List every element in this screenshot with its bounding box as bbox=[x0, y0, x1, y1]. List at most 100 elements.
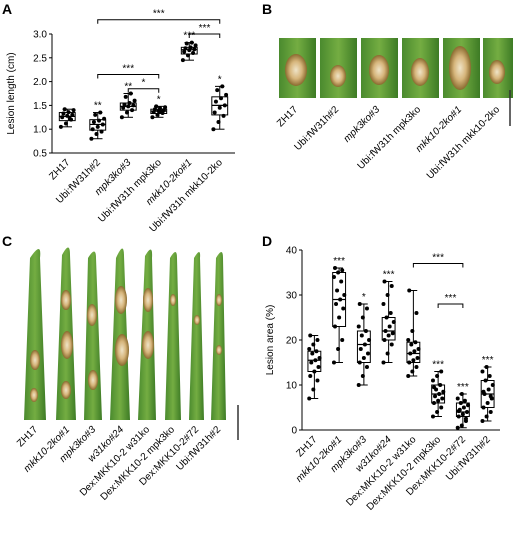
y-tick-label: 3.0 bbox=[33, 30, 47, 41]
data-point bbox=[189, 40, 194, 45]
data-point bbox=[362, 342, 367, 347]
data-point bbox=[192, 47, 197, 52]
data-point bbox=[441, 389, 446, 394]
data-point bbox=[364, 365, 369, 369]
data-point bbox=[459, 423, 464, 428]
data-point bbox=[335, 288, 340, 293]
data-point bbox=[358, 347, 363, 351]
data-point bbox=[65, 113, 70, 118]
data-point bbox=[464, 410, 469, 414]
data-point bbox=[485, 401, 490, 405]
data-point bbox=[359, 333, 364, 338]
data-point bbox=[336, 270, 341, 275]
data-point bbox=[128, 91, 133, 96]
y-tick-label: 30 bbox=[286, 291, 298, 302]
leaf-c-7 bbox=[189, 252, 204, 420]
data-point bbox=[487, 374, 492, 378]
data-point bbox=[124, 110, 129, 115]
data-point bbox=[456, 409, 461, 414]
data-point bbox=[224, 92, 229, 97]
data-point bbox=[436, 398, 441, 403]
data-point bbox=[481, 405, 486, 410]
leaf-b-4 bbox=[402, 38, 439, 98]
data-point bbox=[433, 394, 438, 399]
data-point bbox=[455, 396, 460, 401]
data-point bbox=[316, 365, 321, 369]
data-point bbox=[439, 405, 444, 410]
data-point bbox=[412, 349, 417, 354]
data-point bbox=[389, 284, 394, 288]
bracket-label: * bbox=[142, 78, 146, 89]
data-point bbox=[415, 356, 420, 360]
data-point bbox=[484, 365, 489, 369]
data-point bbox=[409, 342, 414, 347]
bracket-line bbox=[97, 73, 160, 79]
panel-label-a: A bbox=[2, 1, 12, 17]
data-point bbox=[182, 49, 187, 54]
data-point bbox=[367, 338, 372, 342]
data-point bbox=[432, 401, 437, 405]
data-point bbox=[486, 387, 491, 392]
data-point bbox=[90, 127, 95, 132]
data-point bbox=[154, 104, 159, 109]
data-point bbox=[389, 342, 394, 347]
y-tick-label: 20 bbox=[286, 336, 298, 347]
leaf-b-3 bbox=[361, 38, 398, 98]
y-tick-label: 2.0 bbox=[33, 77, 47, 88]
data-point bbox=[340, 338, 345, 342]
leaf-b-1 bbox=[279, 38, 316, 98]
sample-label: mpk3ko#3 bbox=[342, 104, 383, 145]
bracket-line bbox=[97, 19, 221, 24]
data-point bbox=[386, 333, 391, 338]
data-point bbox=[383, 329, 388, 333]
data-point bbox=[385, 351, 390, 356]
significance-label: *** bbox=[383, 270, 395, 281]
box-6: *** bbox=[430, 360, 446, 419]
data-point bbox=[488, 410, 493, 414]
bracket-label: *** bbox=[122, 63, 134, 74]
data-point bbox=[61, 111, 66, 116]
leaf-c-2 bbox=[56, 247, 76, 420]
data-point bbox=[480, 419, 485, 423]
data-point bbox=[342, 293, 347, 297]
data-point bbox=[132, 98, 137, 103]
y-tick-label: 0.5 bbox=[33, 149, 47, 160]
leaf-c-8 bbox=[211, 252, 226, 420]
data-point bbox=[311, 342, 316, 347]
leaf-b-2 bbox=[320, 38, 357, 98]
data-point bbox=[414, 365, 419, 369]
data-point bbox=[310, 351, 315, 356]
data-point bbox=[219, 96, 224, 101]
box-2: ** bbox=[89, 101, 107, 141]
data-point bbox=[307, 396, 312, 401]
data-point bbox=[462, 398, 467, 403]
data-point bbox=[430, 414, 435, 419]
data-point bbox=[390, 331, 395, 336]
data-point bbox=[312, 369, 317, 374]
data-point bbox=[131, 103, 136, 108]
data-point bbox=[455, 425, 460, 430]
significance-label: *** bbox=[482, 355, 494, 366]
data-point bbox=[357, 360, 362, 365]
y-tick-label: 1.0 bbox=[33, 125, 47, 136]
bracket-label: *** bbox=[432, 253, 444, 264]
bracket-line bbox=[127, 88, 160, 93]
data-point bbox=[385, 293, 390, 297]
data-point bbox=[184, 41, 189, 46]
data-point bbox=[97, 118, 102, 123]
data-point bbox=[488, 394, 493, 399]
significance-label: *** bbox=[333, 256, 345, 267]
leaf-c-6 bbox=[165, 252, 181, 420]
y-tick-label: 2.5 bbox=[33, 53, 47, 64]
significance-label: ** bbox=[124, 82, 132, 93]
data-point bbox=[155, 112, 160, 117]
data-point bbox=[416, 347, 421, 351]
leaf-c-3 bbox=[84, 251, 102, 420]
comparison-bracket: * bbox=[127, 78, 160, 93]
data-point bbox=[463, 416, 468, 421]
data-point bbox=[438, 383, 443, 387]
panel-label-b: B bbox=[262, 1, 272, 17]
data-point bbox=[410, 369, 415, 374]
data-point bbox=[413, 340, 418, 345]
